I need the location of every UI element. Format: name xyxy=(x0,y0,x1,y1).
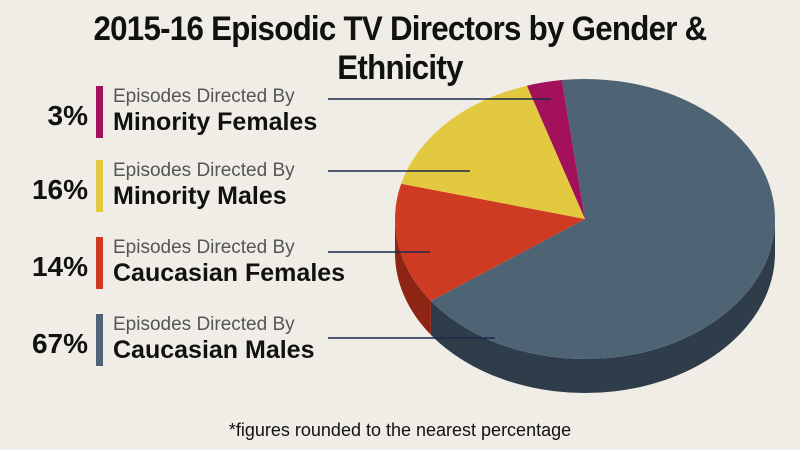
legend-item-caucasian-females: 14% Episodes Directed By Caucasian Femal… xyxy=(0,237,420,293)
legend-subtitle: Episodes Directed By xyxy=(113,160,295,181)
pie-slice-caucasian-females xyxy=(395,183,585,301)
legend-subtitle: Episodes Directed By xyxy=(113,86,295,107)
legend-item-minority-males: 16% Episodes Directed By Minority Males xyxy=(0,160,420,216)
legend-label: Minority Males xyxy=(113,182,287,210)
legend-color-bar xyxy=(96,86,103,138)
pie-slice-minority-males xyxy=(401,85,585,220)
legend-subtitle: Episodes Directed By xyxy=(113,237,295,258)
legend-item-caucasian-males: 67% Episodes Directed By Caucasian Males xyxy=(0,314,420,370)
legend-percent: 16% xyxy=(31,174,88,205)
legend-percent: 67% xyxy=(31,328,88,359)
legend-color-bar xyxy=(96,237,103,289)
legend-percent: 3% xyxy=(47,100,88,131)
legend-color-bar xyxy=(96,314,103,366)
legend-percent: 14% xyxy=(31,251,88,282)
leader-lines xyxy=(328,98,551,339)
pie-depth xyxy=(395,219,775,393)
legend-color-bar xyxy=(96,160,103,212)
pie-side-caucasian-females xyxy=(395,219,431,335)
pie-slice-caucasian-males xyxy=(430,79,776,360)
legend-label: Caucasian Males xyxy=(113,336,315,364)
legend-item-minority-females: 3% Episodes Directed By Minority Females xyxy=(0,86,420,142)
chart-title: 2015-16 Episodic TV Directors by Gender … xyxy=(93,10,707,87)
legend-label: Minority Females xyxy=(113,108,318,136)
footnote: *figures rounded to the nearest percenta… xyxy=(228,420,572,440)
legend-subtitle: Episodes Directed By xyxy=(113,314,295,335)
pie-side-caucasian-males xyxy=(430,219,775,393)
pie-slice-minority-females xyxy=(526,80,585,219)
legend-label: Caucasian Females xyxy=(113,259,346,287)
pie-slices xyxy=(395,79,776,360)
